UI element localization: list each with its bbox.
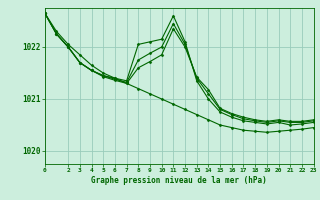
X-axis label: Graphe pression niveau de la mer (hPa): Graphe pression niveau de la mer (hPa) <box>91 176 267 185</box>
